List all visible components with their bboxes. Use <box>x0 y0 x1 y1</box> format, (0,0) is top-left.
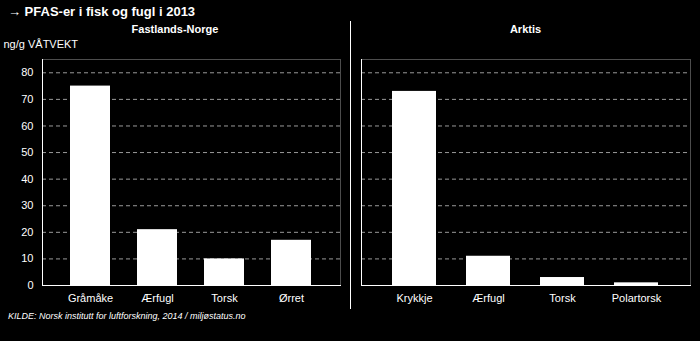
svg-text:Polartorsk: Polartorsk <box>612 292 662 304</box>
svg-text:Torsk: Torsk <box>549 292 576 304</box>
svg-text:10: 10 <box>21 252 33 264</box>
html-text:→ PFAS-er i fisk og fugl i 201: → PFAS-er i fisk og fugl i 2013 <box>8 4 196 19</box>
svg-text:70: 70 <box>21 93 33 105</box>
svg-text:80: 80 <box>21 66 33 78</box>
svg-text:Ærfugl: Ærfugl <box>141 292 173 304</box>
svg-text:20: 20 <box>21 226 33 238</box>
svg-text:Gråmåke: Gråmåke <box>68 292 113 304</box>
svg-text:Ørret: Ørret <box>279 292 304 304</box>
svg-text:40: 40 <box>21 173 33 185</box>
html-text:Fastlands-Norge: Fastlands-Norge <box>131 23 219 35</box>
svg-text:Krykkje: Krykkje <box>396 292 432 304</box>
html-text:Arktis: Arktis <box>509 23 542 35</box>
svg-text:50: 50 <box>21 146 33 158</box>
svg-text:60: 60 <box>21 119 33 131</box>
html-text:KILDE: Norsk institutt for luf: KILDE: Norsk institutt for luftforskning… <box>8 311 246 321</box>
svg-text:ng/g VÅTVEKT: ng/g VÅTVEKT <box>4 38 79 50</box>
svg-text:Torsk: Torsk <box>211 292 238 304</box>
svg-text:Ærfugl: Ærfugl <box>472 292 504 304</box>
svg-text:30: 30 <box>21 199 33 211</box>
svg-text:0: 0 <box>27 279 33 291</box>
